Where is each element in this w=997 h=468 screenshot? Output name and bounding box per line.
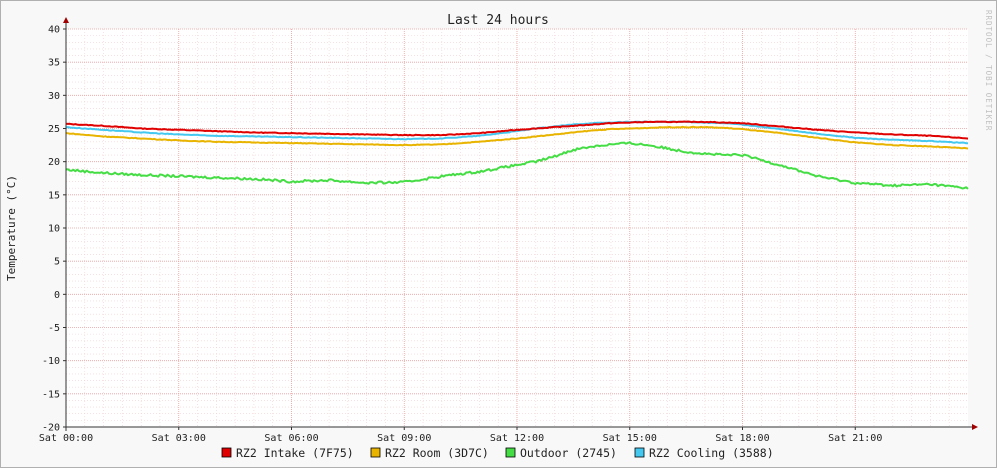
y-tick-label: 30 (48, 91, 60, 102)
watermark-text: RRDTOOL / TOBI OETIKER (984, 10, 993, 131)
y-tick-label: 15 (48, 190, 60, 201)
x-axis-arrow (972, 424, 978, 430)
y-tick-labels: 40 35 30 25 20 15 10 5 0 -5 -10 -15 -20 (42, 25, 60, 434)
x-tick-label: Sat 12:00 (490, 433, 544, 444)
y-tick-label: -10 (42, 356, 60, 367)
series-line (65, 120, 969, 140)
y-axis-label: Temperature (°C) (5, 175, 18, 281)
x-tick-label: Sat 03:00 (152, 433, 206, 444)
legend-label: RZ2 Cooling (3588) (649, 446, 774, 460)
axes (63, 17, 978, 431)
y-tick-label: -20 (42, 423, 60, 434)
legend-swatch (505, 447, 516, 458)
y-tick-label: 40 (48, 25, 60, 36)
y-tick-label: 0 (54, 290, 60, 301)
y-tick-label: 20 (48, 157, 60, 168)
y-tick-label: -5 (48, 323, 60, 334)
y-axis-arrow (63, 17, 69, 23)
y-tick-label: 35 (48, 58, 60, 69)
x-tick-label: Sat 00:00 (39, 433, 93, 444)
y-tick-label: -15 (42, 389, 60, 400)
legend-swatch (370, 447, 381, 458)
x-tick-label: Sat 06:00 (264, 433, 318, 444)
y-tick-label: 25 (48, 124, 60, 135)
series-line (65, 141, 969, 190)
series-layer (65, 120, 969, 190)
y-tick-label: 5 (54, 257, 60, 268)
chart-title: Last 24 hours (447, 13, 549, 28)
legend-swatch (221, 447, 232, 458)
legend-label: RZ2 Room (3D7C) (385, 446, 489, 460)
legend-swatch (634, 447, 645, 458)
y-tick-label: 10 (48, 224, 60, 235)
legend-label: RZ2 Intake (7F75) (236, 446, 354, 460)
x-tick-label: Sat 18:00 (715, 433, 769, 444)
series-line (65, 120, 968, 145)
legend: RZ2 Intake (7F75) RZ2 Room (3D7C) Outdoor … (221, 446, 774, 460)
x-tick-label: Sat 09:00 (377, 433, 431, 444)
x-tick-labels: Sat 00:00 Sat 03:00 Sat 06:00 Sat 09:00 Sat … (39, 433, 882, 444)
series-line (65, 125, 969, 150)
legend-label: Outdoor (2745) (520, 446, 617, 460)
x-tick-label: Sat 15:00 (603, 433, 657, 444)
x-tick-label: Sat 21:00 (828, 433, 882, 444)
